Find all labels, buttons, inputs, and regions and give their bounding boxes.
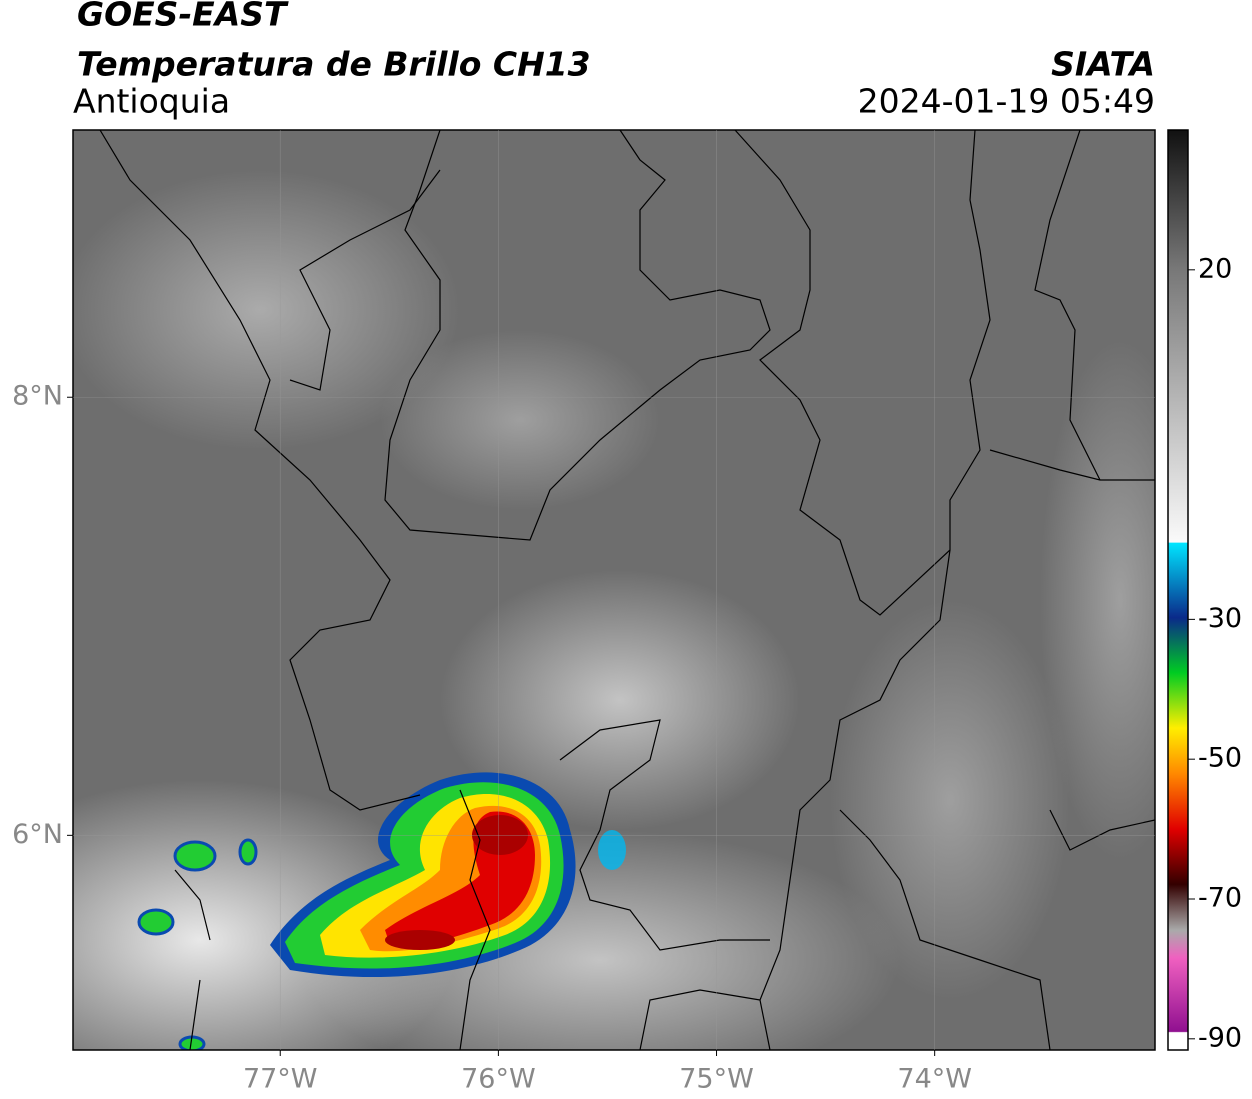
map-frame [72,129,1156,1051]
colorbar [1167,129,1189,1051]
y-tick-label: 6°N [12,819,63,850]
region: Antioquia [73,82,230,121]
colorbar-tick-label: -70 [1198,882,1242,913]
borders [99,130,1155,1050]
datetime: 2024-01-19 05:49 [858,82,1155,121]
colorbar-tick-label: -50 [1198,743,1242,774]
x-tick-label: 74°W [897,1064,972,1095]
imagery [73,130,1155,1050]
colorbar-tick-label: -90 [1198,1022,1242,1053]
colorbar-tick-label: -30 [1198,603,1242,634]
subtitle: Temperatura de Brillo CH13 [77,45,591,84]
title: GOES-EAST [77,0,289,34]
x-tick-label: 75°W [679,1064,754,1095]
y-tick-label: 8°N [12,381,63,412]
x-tick-label: 76°W [461,1064,536,1095]
x-tick-label: 77°W [243,1064,318,1095]
convective-cell [137,772,626,1050]
colorbar-tick-label: 20 [1198,253,1232,284]
source: SIATA [1051,45,1155,84]
